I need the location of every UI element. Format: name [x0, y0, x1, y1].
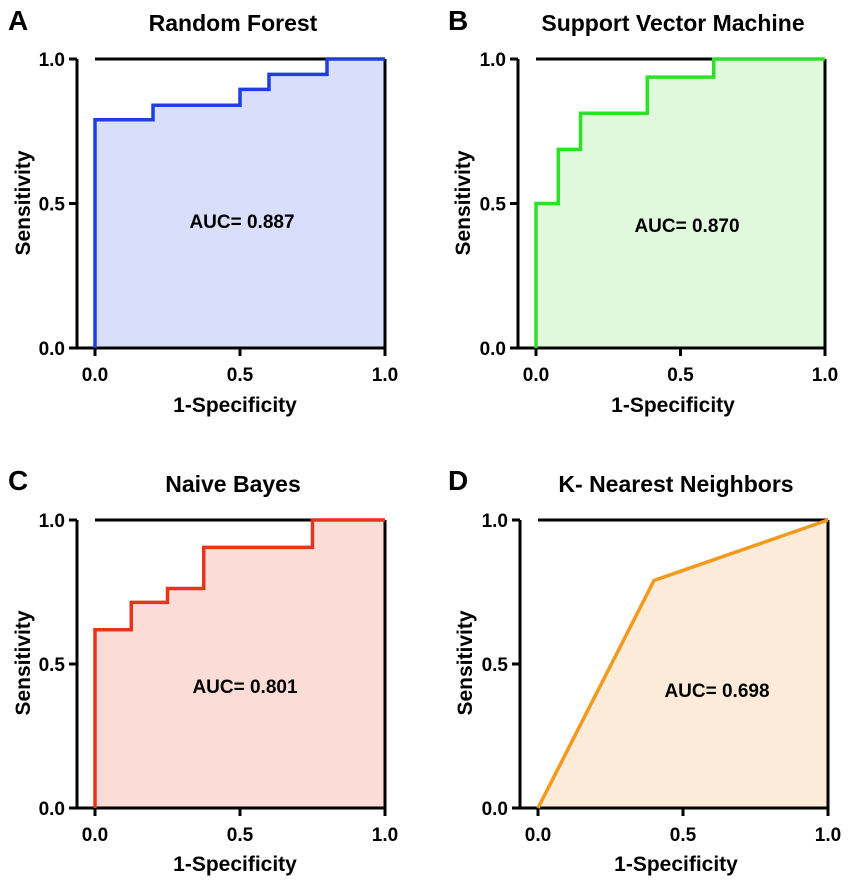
auc-area	[95, 520, 385, 808]
y-tick-label: 0.0	[39, 339, 65, 360]
x-axis-label: 1-Specificity	[173, 853, 297, 876]
x-tick-label: 0.0	[525, 825, 551, 846]
roc-curve	[536, 518, 829, 809]
x-tick-label: 0.5	[227, 825, 254, 846]
x-tick-label: 0.0	[523, 365, 549, 386]
y-tick-label: 0.5	[39, 195, 66, 216]
panel-c: C Naive Bayes 0.0 0.5 1.0 0.0 0.5 1.0 AUC= 0.801…	[8, 465, 398, 876]
chart-title: K- Nearest Neighbors	[558, 471, 793, 497]
chart-title: Support Vector Machine	[541, 10, 804, 36]
panel-b: B Support Vector Machine 0.0 0.5 1.0 0.0 0.5 1.…	[448, 5, 838, 417]
y-tick-label: 0.5	[39, 655, 66, 676]
y-tick-label: 1.0	[480, 50, 506, 71]
x-tick-label: 1.0	[372, 365, 398, 386]
auc-annotation: AUC= 0.887	[189, 212, 294, 233]
y-tick-label: 0.0	[480, 339, 506, 360]
x-tick-label: 0.0	[82, 365, 108, 386]
panel-letter: B	[448, 5, 468, 36]
x-tick-label: 1.0	[812, 365, 838, 386]
auc-area	[536, 59, 825, 348]
auc-annotation: AUC= 0.801	[192, 677, 298, 698]
chart-title: Random Forest	[149, 10, 318, 36]
chart-title: Naive Bayes	[165, 471, 301, 497]
x-tick-label: 0.0	[82, 825, 108, 846]
y-axis-label: Sensitivity	[12, 610, 35, 715]
x-tick-label: 0.5	[670, 825, 697, 846]
x-axis-label: 1-Specificity	[173, 394, 297, 417]
x-tick-label: 1.0	[815, 825, 841, 846]
panel-letter: C	[8, 465, 28, 496]
y-tick-label: 0.0	[39, 799, 65, 820]
y-tick-label: 0.5	[482, 655, 509, 676]
panel-letter: D	[448, 465, 468, 496]
y-tick-label: 0.0	[482, 799, 508, 820]
y-axis-label: Sensitivity	[454, 610, 477, 715]
panel-d: D K- Nearest Neighbors 0.0 0.5 1.0 0.0 0.5 1.0 A…	[448, 465, 841, 876]
x-tick-label: 0.5	[667, 365, 694, 386]
y-axis-label: Sensitivity	[12, 150, 35, 255]
panel-letter: A	[8, 5, 28, 36]
y-tick-label: 1.0	[482, 511, 508, 532]
auc-area	[538, 520, 828, 808]
roc-curve	[93, 518, 385, 808]
auc-annotation: AUC= 0.870	[634, 216, 739, 237]
roc-curve	[93, 57, 385, 348]
x-tick-label: 1.0	[372, 825, 398, 846]
auc-area	[95, 59, 385, 348]
y-tick-label: 1.0	[39, 511, 65, 532]
y-axis-label: Sensitivity	[452, 150, 475, 255]
y-tick-label: 1.0	[39, 50, 65, 71]
x-axis-label: 1-Specificity	[611, 394, 735, 417]
auc-annotation: AUC= 0.698	[664, 681, 769, 702]
y-tick-label: 0.5	[480, 195, 507, 216]
x-tick-label: 0.5	[227, 365, 254, 386]
x-axis-label: 1-Specificity	[614, 853, 738, 876]
panel-a: A Random Forest 0.0 0.5 1.0 0.0 0.5 1.0 AUC= 0.8…	[8, 5, 398, 417]
roc-curve	[534, 57, 825, 348]
